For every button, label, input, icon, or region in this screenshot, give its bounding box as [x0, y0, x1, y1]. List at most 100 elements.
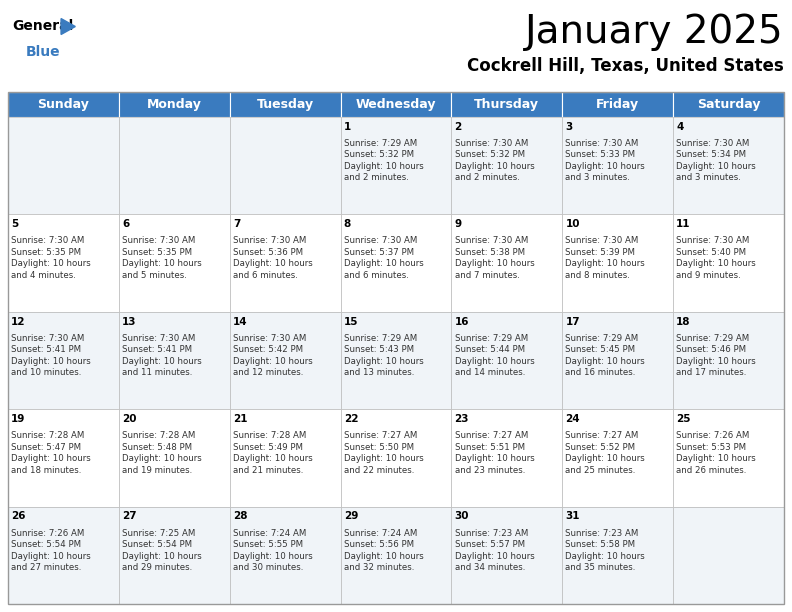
Bar [451, 214, 562, 312]
Bar [341, 117, 451, 214]
Bar [119, 92, 230, 117]
Text: 29: 29 [344, 512, 358, 521]
Bar [230, 92, 341, 117]
Text: January 2025: January 2025 [525, 13, 784, 51]
Text: Sunrise: 7:28 AM
Sunset: 5:49 PM
Daylight: 10 hours
and 21 minutes.: Sunrise: 7:28 AM Sunset: 5:49 PM Dayligh… [233, 431, 313, 474]
Text: 27: 27 [122, 512, 137, 521]
Text: 24: 24 [565, 414, 580, 424]
Bar [8, 92, 119, 117]
Text: 8: 8 [344, 219, 351, 230]
Text: Sunrise: 7:25 AM
Sunset: 5:54 PM
Daylight: 10 hours
and 29 minutes.: Sunrise: 7:25 AM Sunset: 5:54 PM Dayligh… [122, 529, 202, 572]
Text: Sunrise: 7:28 AM
Sunset: 5:47 PM
Daylight: 10 hours
and 18 minutes.: Sunrise: 7:28 AM Sunset: 5:47 PM Dayligh… [11, 431, 91, 474]
Bar [451, 92, 562, 117]
Text: Sunrise: 7:29 AM
Sunset: 5:32 PM
Daylight: 10 hours
and 2 minutes.: Sunrise: 7:29 AM Sunset: 5:32 PM Dayligh… [344, 139, 424, 182]
Text: Sunrise: 7:30 AM
Sunset: 5:35 PM
Daylight: 10 hours
and 4 minutes.: Sunrise: 7:30 AM Sunset: 5:35 PM Dayligh… [11, 236, 91, 280]
Bar [119, 507, 230, 604]
Bar [119, 312, 230, 409]
Text: 14: 14 [233, 316, 248, 327]
Text: 31: 31 [565, 512, 580, 521]
Bar [8, 92, 784, 604]
Text: 17: 17 [565, 316, 580, 327]
Text: 18: 18 [676, 316, 691, 327]
Bar [230, 214, 341, 312]
Text: Thursday: Thursday [474, 98, 539, 111]
Text: 3: 3 [565, 122, 573, 132]
Bar [562, 409, 673, 507]
Bar [341, 507, 451, 604]
Text: Sunrise: 7:27 AM
Sunset: 5:51 PM
Daylight: 10 hours
and 23 minutes.: Sunrise: 7:27 AM Sunset: 5:51 PM Dayligh… [455, 431, 535, 474]
Text: Saturday: Saturday [697, 98, 760, 111]
Text: Sunrise: 7:29 AM
Sunset: 5:43 PM
Daylight: 10 hours
and 13 minutes.: Sunrise: 7:29 AM Sunset: 5:43 PM Dayligh… [344, 334, 424, 377]
Bar [230, 507, 341, 604]
Text: Sunrise: 7:30 AM
Sunset: 5:39 PM
Daylight: 10 hours
and 8 minutes.: Sunrise: 7:30 AM Sunset: 5:39 PM Dayligh… [565, 236, 645, 280]
Text: Sunday: Sunday [37, 98, 89, 111]
Text: Sunrise: 7:26 AM
Sunset: 5:53 PM
Daylight: 10 hours
and 26 minutes.: Sunrise: 7:26 AM Sunset: 5:53 PM Dayligh… [676, 431, 756, 474]
Text: General: General [12, 19, 73, 33]
Bar [562, 507, 673, 604]
Bar [119, 409, 230, 507]
Text: 15: 15 [344, 316, 358, 327]
Text: Cockrell Hill, Texas, United States: Cockrell Hill, Texas, United States [467, 57, 784, 75]
Text: Friday: Friday [596, 98, 639, 111]
Bar [230, 312, 341, 409]
Text: 5: 5 [11, 219, 18, 230]
Text: Sunrise: 7:30 AM
Sunset: 5:37 PM
Daylight: 10 hours
and 6 minutes.: Sunrise: 7:30 AM Sunset: 5:37 PM Dayligh… [344, 236, 424, 280]
Bar [673, 214, 784, 312]
Bar [8, 117, 119, 214]
Text: Sunrise: 7:29 AM
Sunset: 5:44 PM
Daylight: 10 hours
and 14 minutes.: Sunrise: 7:29 AM Sunset: 5:44 PM Dayligh… [455, 334, 535, 377]
Bar [673, 92, 784, 117]
Text: Sunrise: 7:26 AM
Sunset: 5:54 PM
Daylight: 10 hours
and 27 minutes.: Sunrise: 7:26 AM Sunset: 5:54 PM Dayligh… [11, 529, 91, 572]
Text: 16: 16 [455, 316, 469, 327]
Text: Sunrise: 7:27 AM
Sunset: 5:50 PM
Daylight: 10 hours
and 22 minutes.: Sunrise: 7:27 AM Sunset: 5:50 PM Dayligh… [344, 431, 424, 474]
Text: Sunrise: 7:30 AM
Sunset: 5:42 PM
Daylight: 10 hours
and 12 minutes.: Sunrise: 7:30 AM Sunset: 5:42 PM Dayligh… [233, 334, 313, 377]
Text: 1: 1 [344, 122, 351, 132]
Text: 2: 2 [455, 122, 462, 132]
Text: Sunrise: 7:30 AM
Sunset: 5:41 PM
Daylight: 10 hours
and 10 minutes.: Sunrise: 7:30 AM Sunset: 5:41 PM Dayligh… [11, 334, 91, 377]
Text: 26: 26 [11, 512, 25, 521]
Bar [562, 312, 673, 409]
Text: Sunrise: 7:30 AM
Sunset: 5:36 PM
Daylight: 10 hours
and 6 minutes.: Sunrise: 7:30 AM Sunset: 5:36 PM Dayligh… [233, 236, 313, 280]
Text: 7: 7 [233, 219, 240, 230]
Bar [230, 409, 341, 507]
Bar [562, 214, 673, 312]
Text: Sunrise: 7:29 AM
Sunset: 5:46 PM
Daylight: 10 hours
and 17 minutes.: Sunrise: 7:29 AM Sunset: 5:46 PM Dayligh… [676, 334, 756, 377]
Text: Sunrise: 7:30 AM
Sunset: 5:32 PM
Daylight: 10 hours
and 2 minutes.: Sunrise: 7:30 AM Sunset: 5:32 PM Dayligh… [455, 139, 535, 182]
Bar [341, 92, 451, 117]
Text: Sunrise: 7:30 AM
Sunset: 5:33 PM
Daylight: 10 hours
and 3 minutes.: Sunrise: 7:30 AM Sunset: 5:33 PM Dayligh… [565, 139, 645, 182]
Text: Sunrise: 7:28 AM
Sunset: 5:48 PM
Daylight: 10 hours
and 19 minutes.: Sunrise: 7:28 AM Sunset: 5:48 PM Dayligh… [122, 431, 202, 474]
Text: Sunrise: 7:30 AM
Sunset: 5:35 PM
Daylight: 10 hours
and 5 minutes.: Sunrise: 7:30 AM Sunset: 5:35 PM Dayligh… [122, 236, 202, 280]
Text: Sunrise: 7:30 AM
Sunset: 5:38 PM
Daylight: 10 hours
and 7 minutes.: Sunrise: 7:30 AM Sunset: 5:38 PM Dayligh… [455, 236, 535, 280]
Bar [451, 312, 562, 409]
Bar [673, 312, 784, 409]
Text: 6: 6 [122, 219, 129, 230]
Bar [230, 117, 341, 214]
Bar [8, 409, 119, 507]
Text: Sunrise: 7:23 AM
Sunset: 5:58 PM
Daylight: 10 hours
and 35 minutes.: Sunrise: 7:23 AM Sunset: 5:58 PM Dayligh… [565, 529, 645, 572]
Text: Sunrise: 7:30 AM
Sunset: 5:40 PM
Daylight: 10 hours
and 9 minutes.: Sunrise: 7:30 AM Sunset: 5:40 PM Dayligh… [676, 236, 756, 280]
Bar [562, 92, 673, 117]
Bar [341, 312, 451, 409]
Text: Wednesday: Wednesday [356, 98, 436, 111]
Bar [451, 409, 562, 507]
Bar [451, 507, 562, 604]
Text: Monday: Monday [147, 98, 202, 111]
Text: 20: 20 [122, 414, 136, 424]
Text: Sunrise: 7:24 AM
Sunset: 5:55 PM
Daylight: 10 hours
and 30 minutes.: Sunrise: 7:24 AM Sunset: 5:55 PM Dayligh… [233, 529, 313, 572]
Bar [119, 117, 230, 214]
Text: 9: 9 [455, 219, 462, 230]
Text: Blue: Blue [26, 45, 61, 59]
Text: Sunrise: 7:29 AM
Sunset: 5:45 PM
Daylight: 10 hours
and 16 minutes.: Sunrise: 7:29 AM Sunset: 5:45 PM Dayligh… [565, 334, 645, 377]
Text: 22: 22 [344, 414, 358, 424]
Bar [8, 507, 119, 604]
Text: Sunrise: 7:30 AM
Sunset: 5:41 PM
Daylight: 10 hours
and 11 minutes.: Sunrise: 7:30 AM Sunset: 5:41 PM Dayligh… [122, 334, 202, 377]
Text: 21: 21 [233, 414, 247, 424]
Text: 4: 4 [676, 122, 683, 132]
Polygon shape [61, 18, 75, 34]
Text: 19: 19 [11, 414, 25, 424]
Bar [341, 214, 451, 312]
Text: 13: 13 [122, 316, 136, 327]
Text: 11: 11 [676, 219, 691, 230]
Text: Sunrise: 7:23 AM
Sunset: 5:57 PM
Daylight: 10 hours
and 34 minutes.: Sunrise: 7:23 AM Sunset: 5:57 PM Dayligh… [455, 529, 535, 572]
Bar [341, 409, 451, 507]
Bar [8, 312, 119, 409]
